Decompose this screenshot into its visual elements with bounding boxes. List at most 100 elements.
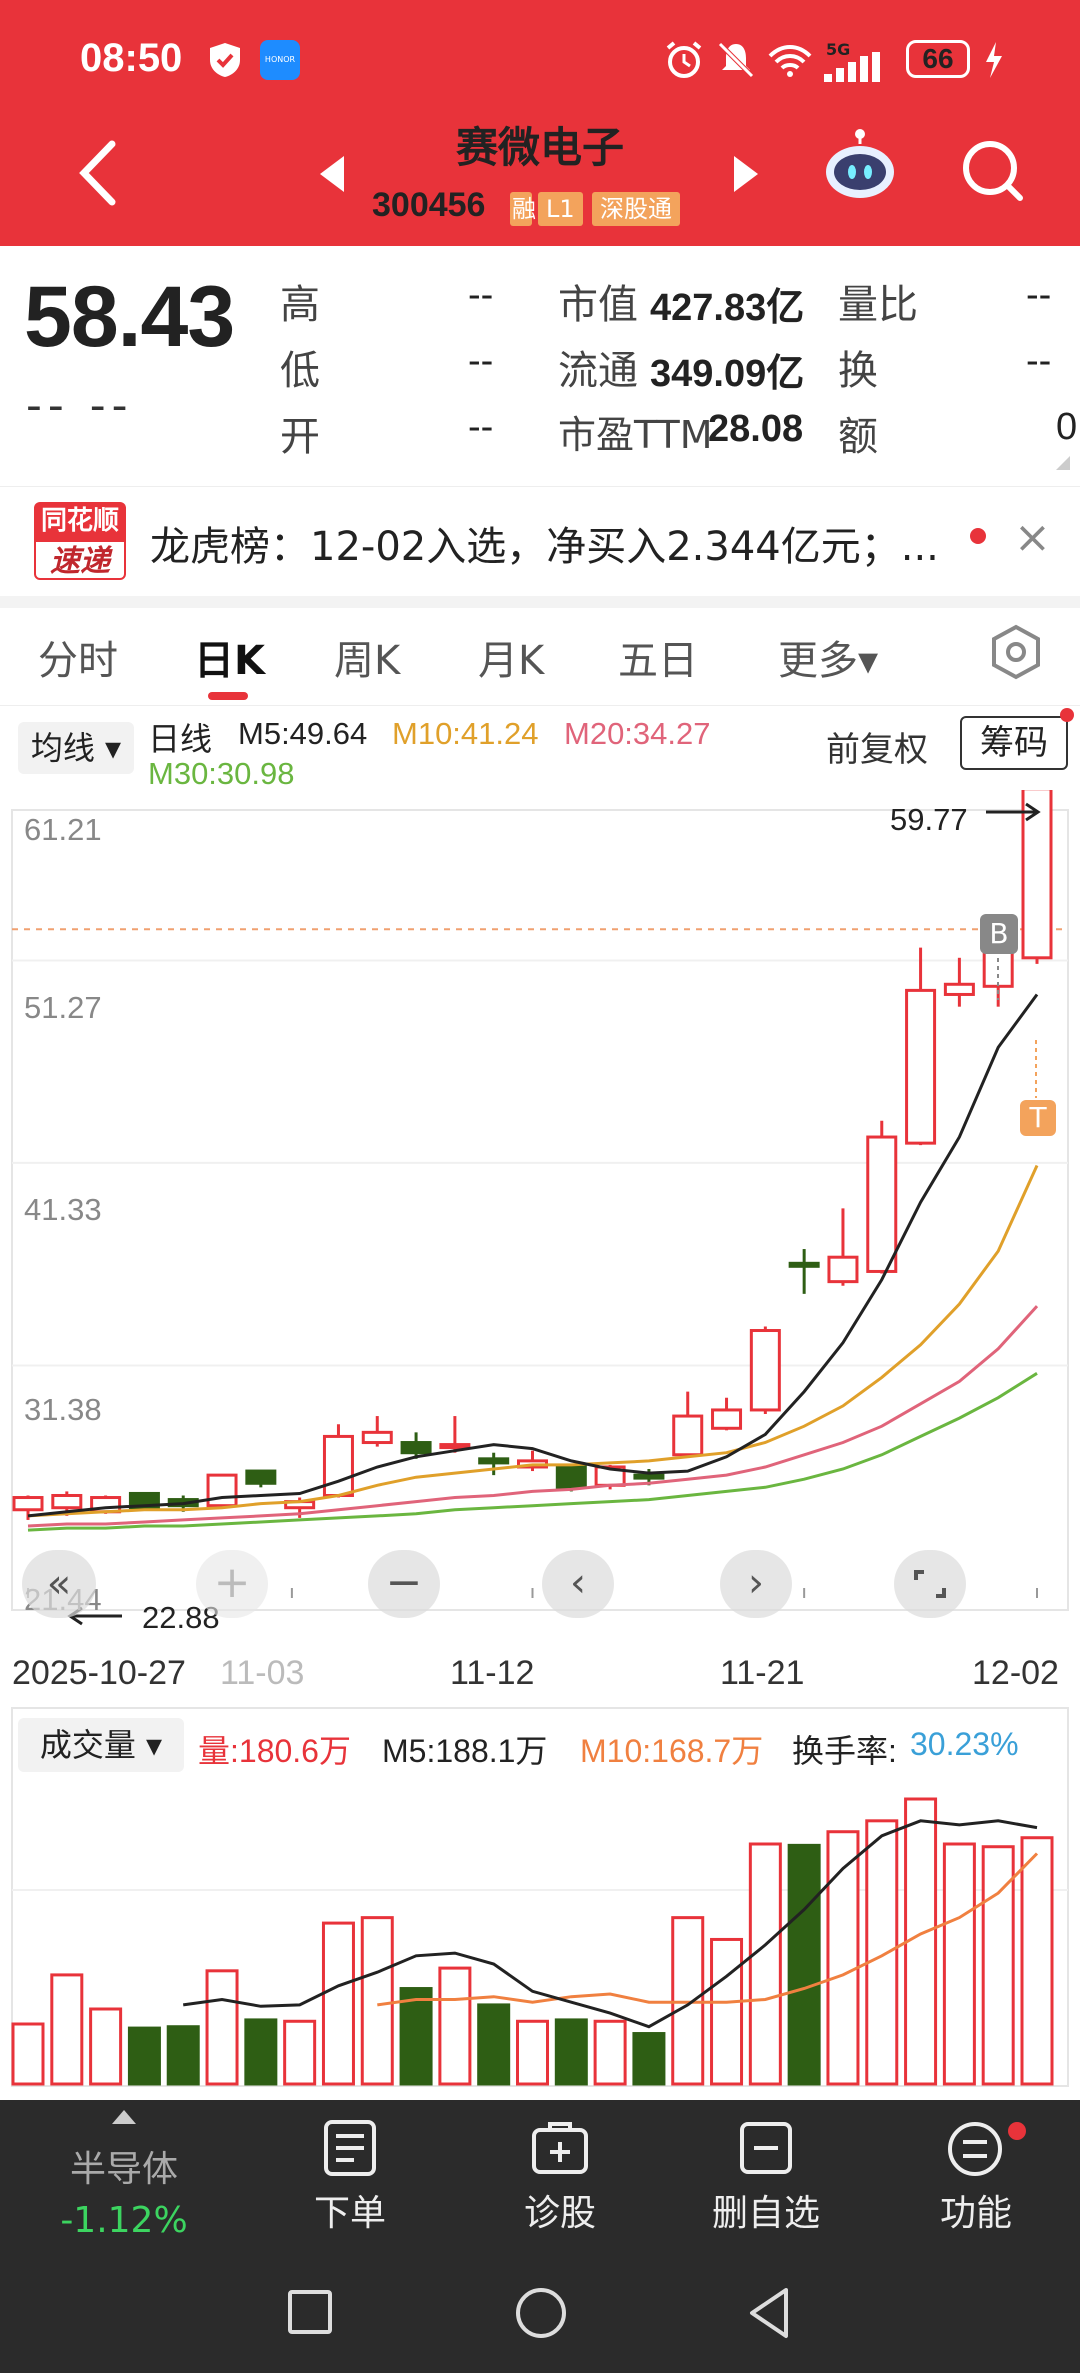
adjust-toggle[interactable]: 前复权	[826, 730, 928, 770]
volume-bar	[710, 1937, 744, 2086]
system-back-icon[interactable]	[746, 2286, 792, 2340]
nav-order[interactable]: 下单	[313, 2193, 386, 2234]
remove-watchlist-icon[interactable]	[738, 2120, 794, 2176]
candle-body	[361, 1430, 393, 1445]
y-tick-label: 61.21	[24, 812, 102, 847]
vol-m10-label: M10:168.7万	[580, 1733, 764, 1769]
volume-bar	[321, 1921, 355, 2086]
functions-icon[interactable]	[946, 2120, 1004, 2178]
robot-assistant-icon[interactable]	[822, 128, 898, 204]
status-bar: 08:50 HONOR 5G 66	[0, 0, 1080, 118]
news-text[interactable]: 龙虎榜：12-02入选，净买入2.344亿元；...	[150, 524, 939, 570]
turnover-rate-value: 30.23%	[910, 1726, 1019, 1762]
home-icon[interactable]	[516, 2288, 566, 2338]
volume-bar	[632, 2032, 666, 2086]
pe-label: 市盈TTM	[558, 413, 713, 457]
ma-selector[interactable]: 均线 ▾	[18, 722, 134, 774]
volume-bar	[516, 2019, 549, 2086]
back-icon[interactable]	[70, 138, 130, 208]
volume-bar	[360, 1916, 394, 2086]
mktcap-label: 市值	[558, 282, 638, 328]
candle-body	[439, 1443, 471, 1450]
close-news-icon[interactable]: ×	[1014, 512, 1051, 563]
y-tick-label: 51.27	[24, 990, 102, 1025]
volume-bar	[942, 1842, 976, 2086]
zoom-out-icon[interactable]: −	[368, 1550, 440, 1618]
tab-monthly-k[interactable]: 月K	[478, 638, 545, 684]
volume-chart[interactable]	[0, 1700, 1080, 2090]
candle-body	[672, 1414, 704, 1457]
next-stock-icon[interactable]	[734, 156, 758, 192]
vol-m10-line	[377, 1852, 1039, 2007]
search-icon[interactable]	[960, 138, 1026, 204]
news-logo: 同花顺 速递	[34, 502, 126, 582]
nav-remove-watchlist[interactable]: 删自选	[711, 2193, 820, 2234]
nav-diagnose[interactable]: 诊股	[523, 2193, 596, 2234]
order-icon[interactable]	[322, 2118, 378, 2178]
chart-frame	[11, 809, 1069, 1611]
sector-change: -1.12%	[60, 2200, 188, 2241]
volratio-label: 量比	[838, 282, 918, 328]
turnover-label: 换	[838, 348, 878, 394]
stock-name: 赛微电子	[455, 123, 624, 172]
y-tick-label: 41.33	[24, 1192, 102, 1227]
tab-intraday[interactable]: 分时	[38, 638, 118, 684]
stock-code: 300456	[372, 186, 486, 224]
functions-badge	[1008, 2122, 1026, 2140]
turnover-value: --	[1026, 340, 1052, 382]
x-tick-label: 11-12	[450, 1654, 535, 1692]
prev-stock-icon[interactable]	[320, 156, 344, 192]
sector-name[interactable]: 半导体	[69, 2149, 178, 2190]
volume-bar	[438, 1966, 472, 2086]
scroll-start-icon[interactable]: «	[22, 1550, 96, 1618]
kline-chart[interactable]	[0, 790, 1080, 1690]
level-tag: L1	[538, 192, 583, 226]
ma20-label: M20:34.27	[564, 716, 711, 751]
zoom-in-icon[interactable]: +	[196, 1550, 268, 1618]
wifi-icon	[768, 45, 812, 77]
high-label: 高	[280, 282, 320, 328]
period-label: 日线	[148, 721, 213, 757]
tab-weekly-k[interactable]: 周K	[334, 638, 401, 684]
news-ticker[interactable]	[0, 486, 1080, 596]
candle-body	[1021, 790, 1053, 960]
settings-icon[interactable]	[990, 624, 1042, 680]
ma5-label: M5:49.64	[238, 716, 368, 751]
x-tick-label: 11-03	[220, 1654, 305, 1692]
high-value: --	[468, 274, 494, 316]
ma10-line	[27, 1164, 1039, 1518]
charging-icon	[986, 42, 1002, 78]
tab-daily-k[interactable]: 日K	[194, 638, 265, 684]
chips-button[interactable]: 筹码	[960, 716, 1068, 770]
volume-bar	[593, 2019, 627, 2086]
alarm-icon	[666, 41, 702, 78]
turnover-rate-label: 换手率:	[792, 1733, 897, 1769]
battery-indicator: 66	[906, 40, 970, 78]
volume-bar	[1020, 1836, 1054, 2086]
tab-five-day[interactable]: 五日	[618, 638, 698, 684]
diagnose-icon[interactable]	[530, 2120, 590, 2176]
t-marker[interactable]: T	[1020, 1100, 1056, 1136]
scroll-right-icon[interactable]: ›	[720, 1550, 792, 1618]
candle-body	[322, 1434, 354, 1497]
sector-expand-icon[interactable]	[112, 2110, 136, 2124]
scroll-left-icon[interactable]: ‹	[542, 1550, 614, 1618]
expand-corner-icon[interactable]	[1056, 456, 1070, 470]
fullscreen-icon[interactable]	[894, 1550, 966, 1618]
vol-m5-line	[182, 1819, 1038, 2029]
buy-marker[interactable]: B	[980, 914, 1018, 954]
indicator-selector[interactable]: 成交量 ▾	[18, 1718, 184, 1772]
amount-value: 0	[1056, 406, 1078, 448]
volume-bar	[981, 1845, 1015, 2086]
last-price: 58.43	[24, 269, 235, 365]
volume-value: 量:180.6万	[198, 1733, 351, 1769]
app-store-icon: HONOR	[260, 40, 300, 80]
candle-body	[245, 1469, 277, 1485]
nav-functions[interactable]: 功能	[939, 2193, 1012, 2234]
volume-bar	[205, 1969, 239, 2086]
price-change: -- --	[26, 380, 134, 431]
tab-more[interactable]: 更多▾	[778, 638, 879, 684]
mute-icon	[718, 42, 754, 78]
signal-icon	[824, 52, 880, 82]
recent-apps-icon[interactable]	[288, 2290, 332, 2334]
